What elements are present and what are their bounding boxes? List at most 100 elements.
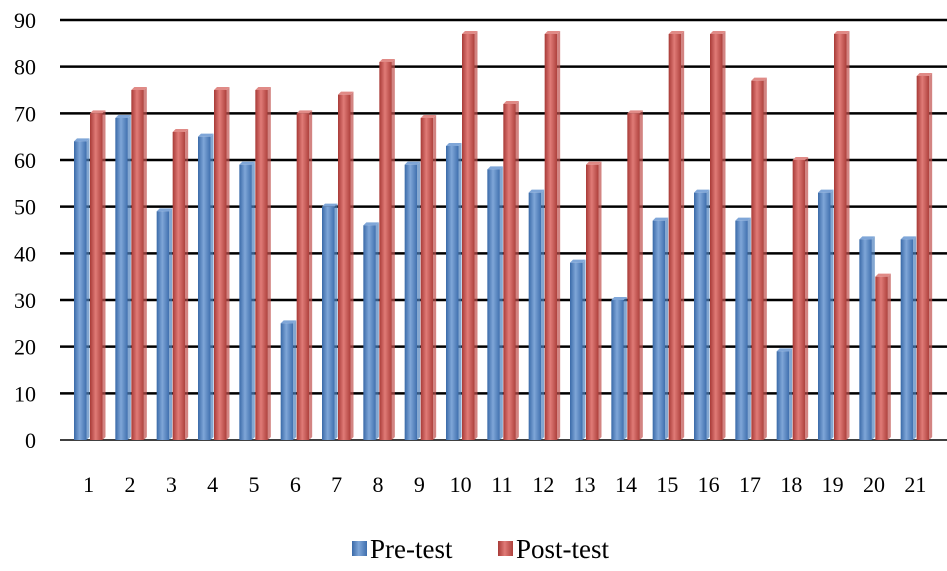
y-tick-label: 50	[14, 195, 36, 220]
bar-side	[639, 110, 643, 440]
bar-front	[652, 220, 666, 440]
bar-top	[280, 320, 297, 324]
bar-top	[255, 87, 271, 90]
bar-post-test-10	[462, 31, 478, 440]
bar-front	[668, 34, 682, 440]
bar-side	[143, 87, 147, 440]
bar-side	[474, 31, 478, 440]
y-tick-label: 20	[14, 335, 36, 360]
y-tick-label: 90	[14, 8, 36, 33]
x-tick-label: 13	[574, 472, 596, 497]
legend-item-post-test: Post-test	[498, 534, 610, 564]
bar-side	[913, 236, 917, 440]
bar-front	[900, 239, 914, 440]
x-tick-label: 9	[414, 472, 425, 497]
bar-side	[887, 273, 891, 440]
legend-swatch	[498, 541, 513, 556]
bar-side	[293, 320, 297, 440]
bar-front	[627, 113, 640, 440]
bar-pre-test-6	[280, 320, 297, 440]
bar-top	[503, 101, 519, 104]
bar-front	[322, 206, 335, 440]
bar-front	[834, 34, 847, 440]
bar-top	[363, 222, 379, 226]
bar-top	[586, 161, 602, 165]
bar-post-test-13	[586, 161, 602, 440]
bar-pre-test-19	[818, 189, 834, 440]
y-axis-tick-labels: 0 10 20 30 40 50 60 70 80 90	[14, 8, 36, 453]
bar-top	[115, 115, 131, 118]
bar-top	[776, 348, 793, 352]
bar-top	[131, 87, 147, 90]
bar-top	[834, 31, 850, 34]
bar-front	[90, 113, 103, 440]
bar-side	[582, 259, 586, 440]
bar-top	[792, 157, 809, 160]
bar-top	[859, 236, 875, 240]
bar-top	[198, 133, 214, 137]
bar-front	[611, 300, 624, 440]
bar-top	[239, 161, 255, 165]
bar-side	[499, 166, 503, 441]
bar-top	[570, 259, 586, 263]
bar-side	[267, 87, 271, 440]
bar-pre-test-14	[611, 297, 627, 440]
bar-top	[694, 189, 710, 193]
bar-post-test-8	[379, 59, 395, 440]
bar-front	[131, 90, 144, 440]
bar-top	[487, 166, 503, 170]
bar-side	[871, 236, 875, 440]
bar-side	[830, 189, 834, 440]
x-tick-label: 21	[904, 472, 926, 497]
bar-front	[115, 118, 128, 440]
legend-item-pre-test: Pre-test	[352, 534, 453, 564]
bar-front	[446, 146, 459, 440]
x-tick-label: 20	[863, 472, 885, 497]
bar-side	[929, 73, 933, 440]
bar-side	[334, 203, 338, 440]
bar-top	[900, 236, 917, 240]
bar-side	[665, 217, 669, 440]
bar-post-test-18	[792, 157, 809, 440]
bar-side	[210, 133, 214, 440]
bar-post-test-1	[90, 110, 106, 440]
bar-pre-test-12	[528, 189, 545, 440]
bar-pre-test-7	[322, 203, 338, 440]
bar-pre-test-3	[156, 208, 173, 440]
bar-top	[446, 143, 462, 146]
bar-post-test-21	[916, 73, 933, 440]
bar-side	[805, 157, 809, 440]
bar-top	[751, 77, 767, 81]
legend-label: Pre-test	[370, 534, 453, 564]
bar-post-test-6	[296, 110, 313, 440]
bar-side	[251, 161, 255, 440]
y-tick-label: 40	[14, 241, 36, 266]
bar-front	[462, 34, 475, 440]
bar-top	[627, 110, 643, 114]
bar-pre-test-8	[363, 222, 379, 440]
bar-side	[458, 143, 462, 440]
bar-top	[652, 217, 669, 221]
bar-pre-test-17	[735, 217, 751, 440]
bar-front	[379, 62, 392, 440]
bar-front	[875, 276, 888, 440]
bar-front	[296, 113, 310, 440]
bar-top	[404, 161, 421, 165]
bar-front	[74, 141, 87, 441]
bar-post-test-17	[751, 77, 767, 441]
bar-side	[185, 129, 189, 440]
bar-front	[710, 34, 723, 440]
bar-top	[875, 273, 891, 277]
x-tick-label: 18	[780, 472, 802, 497]
bar-front	[239, 164, 252, 440]
bar-side	[515, 101, 519, 440]
bar-front	[338, 94, 351, 441]
y-tick-label: 0	[25, 428, 36, 453]
bar-side	[350, 91, 354, 441]
bar-post-test-7	[338, 91, 354, 441]
legend: Pre-test Post-test	[352, 534, 610, 564]
bar-pre-test-4	[198, 133, 214, 440]
x-tick-label: 7	[331, 472, 342, 497]
bar-pre-test-5	[239, 161, 255, 440]
